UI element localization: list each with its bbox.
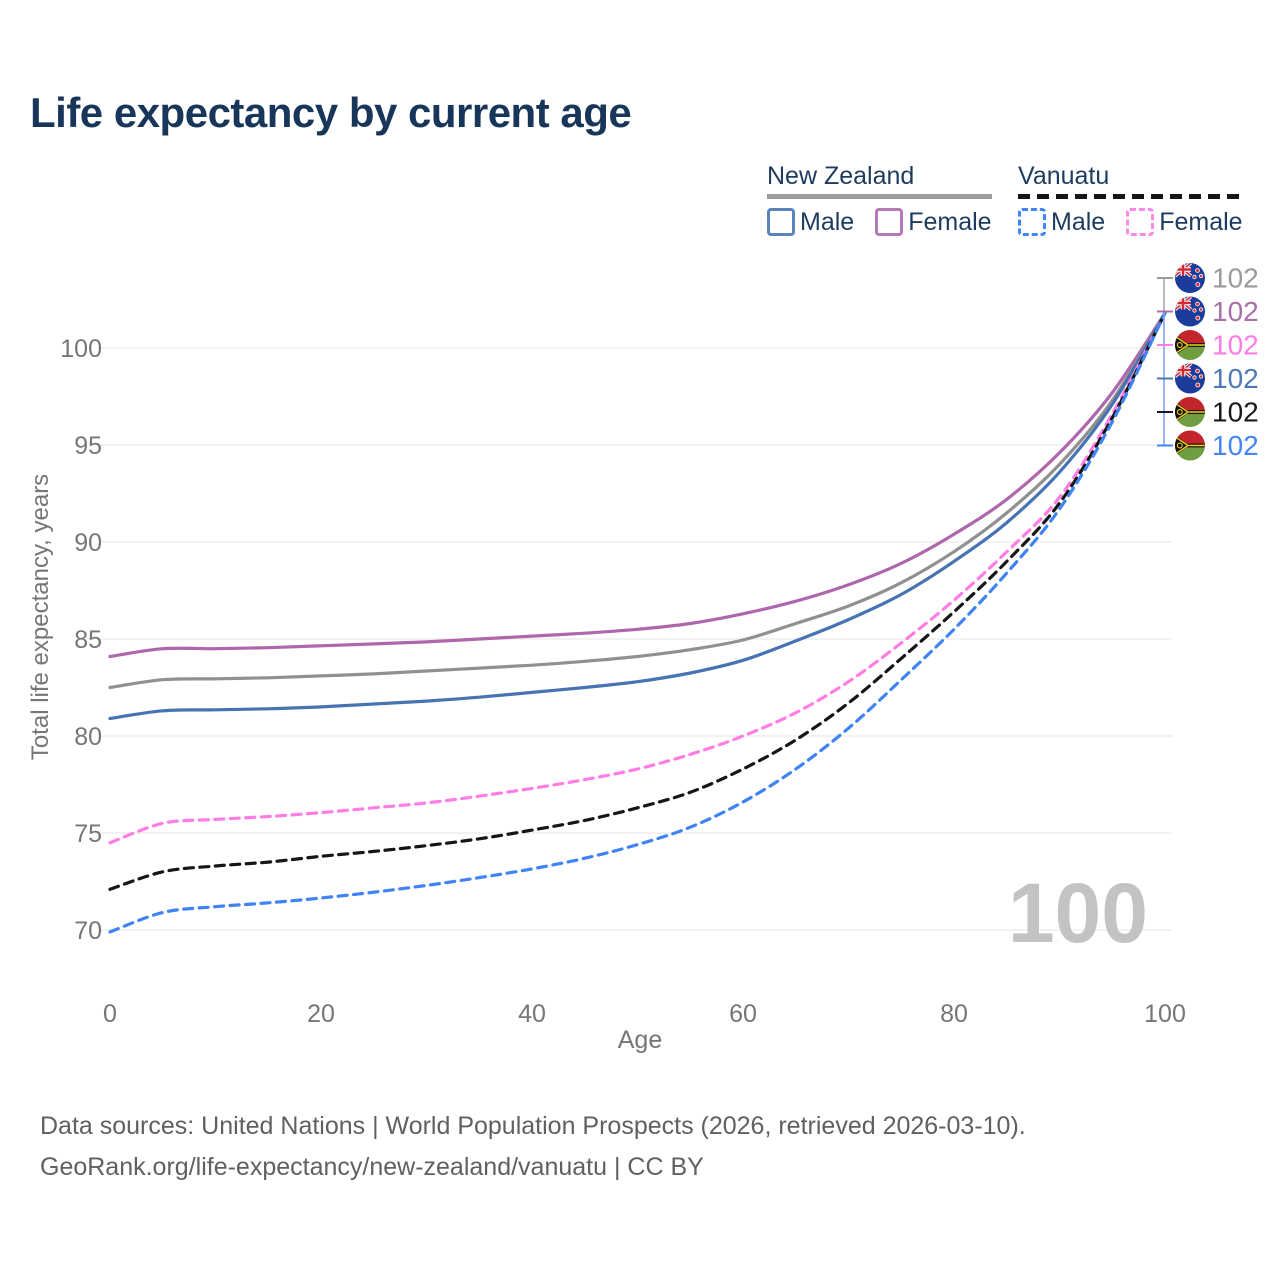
vu-male-label: Male — [1051, 207, 1106, 236]
x-axis-title: Age — [618, 1026, 662, 1054]
vanuatu-flag-icon — [1175, 330, 1205, 360]
end-value-new-zealand-all: 102 — [1212, 263, 1259, 294]
y-tick-80: 80 — [74, 723, 102, 751]
page-title: Life expectancy by current age — [30, 89, 632, 136]
vu-female-label: Female — [1159, 207, 1243, 236]
y-tick-100: 100 — [60, 335, 102, 363]
series-line-vanuatu-female — [108, 311, 1167, 845]
series-line-new-zealand-female — [108, 311, 1167, 659]
series-line-vanuatu-male — [108, 311, 1167, 934]
footer: Data sources: United Nations | World Pop… — [40, 1106, 1026, 1188]
series-line-new-zealand-male — [108, 311, 1167, 721]
new-zealand-flag-icon — [1175, 263, 1205, 293]
gridlines — [100, 347, 1172, 931]
legend-title-new-zealand[interactable]: New Zealand — [767, 162, 915, 190]
y-tick-70: 70 — [74, 917, 102, 945]
end-value-vanuatu-male: 102 — [1212, 430, 1259, 461]
legend-title-vanuatu[interactable]: Vanuatu — [1018, 162, 1110, 190]
series-line-vanuatu-all — [108, 311, 1167, 891]
x-tick-80: 80 — [940, 1000, 968, 1028]
legend-item-nz-female[interactable]: Female — [875, 207, 992, 237]
end-value-new-zealand-male: 102 — [1212, 363, 1259, 394]
x-tick-100: 100 — [1144, 1000, 1186, 1028]
y-tick-85: 85 — [74, 626, 102, 654]
vu-male-checkbox-icon — [1018, 208, 1046, 236]
vanuatu-flag-icon — [1175, 431, 1205, 461]
y-axis-title: Total life expectancy, years — [27, 474, 54, 760]
vu-female-checkbox-icon — [1126, 208, 1155, 236]
footer-data-sources: Data sources: United Nations | World Pop… — [40, 1112, 1026, 1140]
y-tick-90: 90 — [74, 529, 102, 557]
footer-attribution-link[interactable]: GeoRank.org/life-expectancy/new-zealand/… — [40, 1153, 704, 1181]
nz-male-label: Male — [800, 207, 855, 236]
vanuatu-flag-icon — [1175, 397, 1205, 427]
x-tick-0: 0 — [103, 1000, 117, 1028]
nz-male-checkbox-icon — [767, 208, 795, 236]
new-zealand-solid-line-sample — [767, 193, 992, 199]
end-value-new-zealand-female: 102 — [1212, 296, 1259, 327]
y-tick-95: 95 — [74, 432, 102, 460]
x-tick-40: 40 — [518, 1000, 546, 1028]
legend-group-vanuatu: Vanuatu Male Female — [1018, 162, 1243, 237]
nz-female-checkbox-icon — [875, 208, 904, 236]
legend-item-vu-female[interactable]: Female — [1126, 207, 1243, 237]
legend-item-nz-male[interactable]: Male — [767, 208, 854, 237]
legend-item-vu-male[interactable]: Male — [1018, 208, 1105, 237]
y-tick-75: 75 — [74, 820, 102, 848]
y-axis-tick-labels: 70 75 80 85 90 95 100 — [60, 335, 102, 945]
vanuatu-dashed-line-sample — [1018, 193, 1243, 199]
age-counter-watermark: 100 — [1008, 866, 1148, 960]
legend-group-new-zealand: New Zealand Male Female — [767, 162, 992, 237]
x-tick-60: 60 — [729, 1000, 757, 1028]
end-value-vanuatu-all: 102 — [1212, 397, 1259, 428]
x-axis-tick-labels: 0 20 40 60 80 100 — [103, 1000, 1186, 1028]
legend: New Zealand Male Female Vanuatu — [0, 162, 1280, 243]
nz-female-label: Female — [908, 207, 992, 236]
x-tick-20: 20 — [307, 1000, 335, 1028]
end-value-vanuatu-female: 102 — [1212, 330, 1259, 361]
new-zealand-flag-icon — [1175, 364, 1205, 394]
new-zealand-flag-icon — [1175, 297, 1205, 327]
series-line-new-zealand-all — [108, 311, 1167, 690]
series-lines — [108, 311, 1167, 934]
